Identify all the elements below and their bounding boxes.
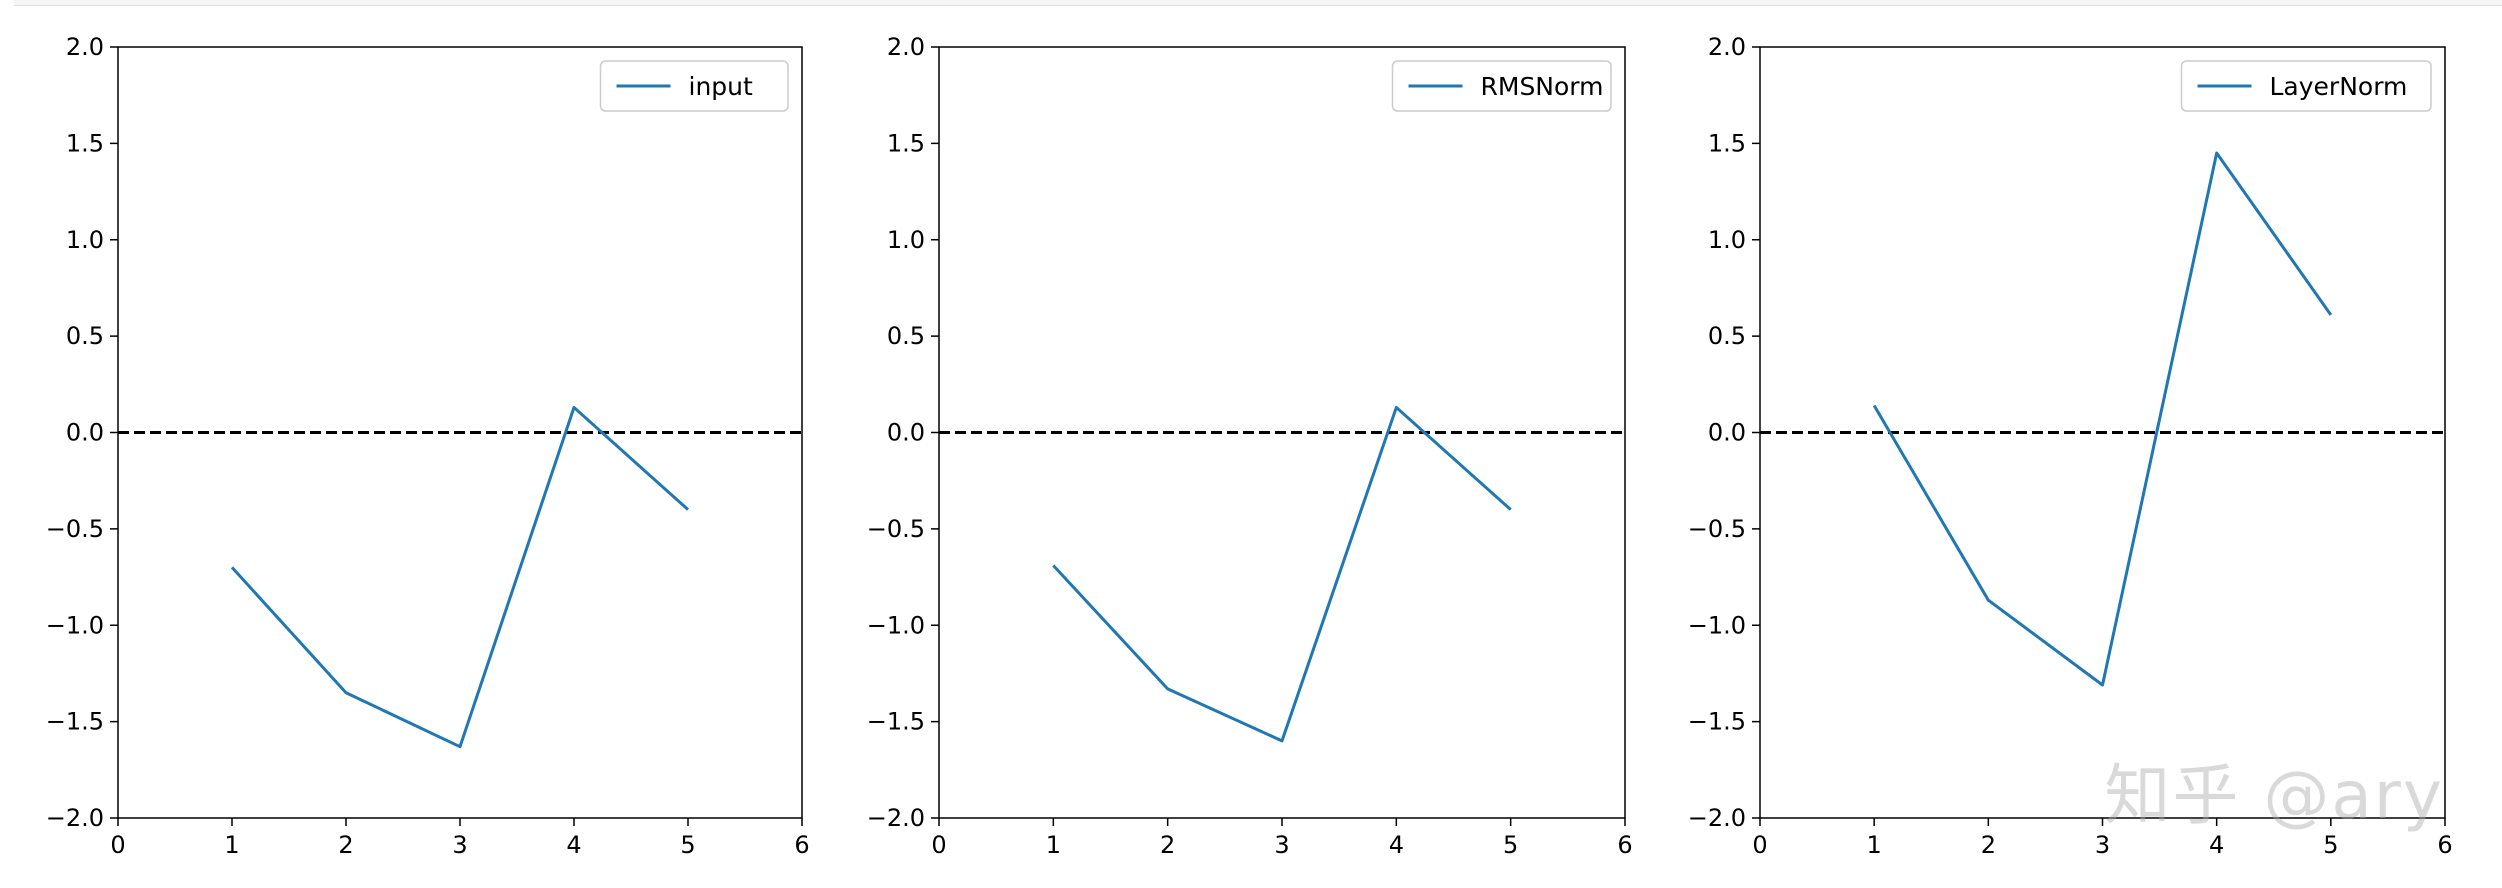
x-tick-label: 6 <box>2437 831 2452 859</box>
legend-label: LayerNorm <box>2270 72 2408 101</box>
x-tick-label: 0 <box>110 831 125 859</box>
x-tick-label: 4 <box>566 831 581 859</box>
series-line-LayerNorm <box>1872 151 2333 687</box>
y-tick-label: 0.0 <box>1708 419 1746 447</box>
y-tick-label: 2.0 <box>1708 33 1746 61</box>
x-tick-label: 4 <box>2209 831 2224 859</box>
y-tick-label: −1.0 <box>867 611 925 639</box>
x-tick-label: 2 <box>1160 831 1175 859</box>
x-tick-label: 2 <box>338 831 353 859</box>
x-tick-label: 6 <box>1617 831 1632 859</box>
y-tick-label: −1.5 <box>867 708 925 736</box>
y-tick-label: 0.5 <box>66 322 104 350</box>
x-tick-label: 1 <box>1867 831 1882 859</box>
x-tick-label: 1 <box>1046 831 1061 859</box>
legend: input <box>599 60 789 112</box>
legend-label: RMSNorm <box>1481 72 1604 101</box>
y-tick-label: −0.5 <box>46 515 104 543</box>
legend-label: input <box>689 72 754 101</box>
axes-frame <box>117 46 803 819</box>
top-scroll-bar <box>14 0 2502 6</box>
y-tick-label: −2.0 <box>1688 804 1746 832</box>
x-tick-label: 5 <box>1503 831 1518 859</box>
y-tick-label: −2.0 <box>46 804 104 832</box>
x-tick-label: 0 <box>931 831 946 859</box>
y-tick-label: −1.0 <box>46 611 104 639</box>
y-tick-label: 0.0 <box>66 419 104 447</box>
subplot-2: 0 1 2 3 4 5 6 2.0 1.5 1.0 0.5 0.0 −0.5 −1.0 −1.5 −2.0 RM… <box>867 33 1633 859</box>
legend: LayerNorm <box>2180 60 2432 112</box>
y-tick-label: 2.0 <box>66 33 104 61</box>
x-tick-label: 3 <box>452 831 467 859</box>
x-tick-label: 5 <box>680 831 695 859</box>
x-tick-label: 4 <box>1389 831 1404 859</box>
series-line-RMSNorm <box>1052 405 1512 743</box>
legend-box <box>1391 60 1612 112</box>
axes-frame <box>1759 46 2446 819</box>
y-tick-label: 1.0 <box>66 226 104 254</box>
legend: RMSNorm <box>1391 60 1612 112</box>
y-tick-label: −1.5 <box>46 708 104 736</box>
legend-box <box>599 60 789 112</box>
x-tick-label: 3 <box>2095 831 2110 859</box>
y-tick-label: −1.0 <box>1688 611 1746 639</box>
axes-frame <box>938 46 1626 819</box>
y-tick-label: −2.0 <box>867 804 925 832</box>
legend-box <box>2180 60 2432 112</box>
x-tick-label: 0 <box>1752 831 1767 859</box>
y-tick-label: 1.5 <box>66 129 104 157</box>
subplot-1: 0 1 2 3 4 5 6 2.0 1.5 1.0 0.5 0.0 −0.5 −1.0 −1.5 −2.0 in… <box>46 33 810 859</box>
x-tick-label: 1 <box>224 831 239 859</box>
y-tick-label: 1.0 <box>887 226 925 254</box>
x-tick-label: 5 <box>2323 831 2338 859</box>
y-tick-label: −0.5 <box>867 515 925 543</box>
subplot-3: 0 1 2 3 4 5 6 2.0 1.5 1.0 0.5 0.0 −0.5 −1.0 −1.5 −2.0 La… <box>1688 33 2453 859</box>
y-tick-label: 1.5 <box>1708 129 1746 157</box>
y-tick-label: −0.5 <box>1688 515 1746 543</box>
y-tick-label: 1.5 <box>887 129 925 157</box>
x-tick-label: 2 <box>1981 831 1996 859</box>
y-tick-label: 0.5 <box>1708 322 1746 350</box>
x-tick-label: 3 <box>1274 831 1289 859</box>
watermark: 知乎 @ary <box>2104 757 2444 834</box>
y-tick-label: 1.0 <box>1708 226 1746 254</box>
y-tick-label: 0.5 <box>887 322 925 350</box>
series-line-input <box>230 405 690 749</box>
x-tick-label: 6 <box>794 831 809 859</box>
y-tick-label: −1.5 <box>1688 708 1746 736</box>
y-tick-label: 0.0 <box>887 419 925 447</box>
y-tick-label: 2.0 <box>887 33 925 61</box>
